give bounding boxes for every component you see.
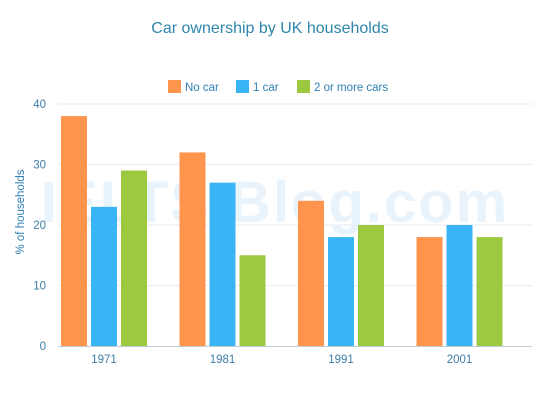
legend-swatch — [168, 80, 181, 93]
bar-2-or-more-cars-1991 — [358, 225, 384, 346]
legend: No car 1 car 2 or more cars — [168, 80, 388, 94]
x-axis-ticks: 1971 1981 1991 2001 — [91, 354, 472, 366]
legend-label: 2 or more cars — [314, 82, 388, 94]
legend-swatch — [236, 80, 249, 93]
y-tick-label: 30 — [33, 160, 46, 172]
y-tick-label: 40 — [33, 99, 46, 111]
y-axis-ticks: 0 10 20 30 40 — [33, 99, 46, 353]
chart-title: Car ownership by UK households — [151, 20, 388, 37]
legend-label: No car — [185, 82, 219, 94]
bar-2-or-more-cars-2001 — [476, 237, 503, 346]
bar-no-car-1971 — [61, 116, 87, 346]
bar-no-car-2001 — [416, 237, 443, 346]
y-tick-label: 20 — [33, 220, 46, 232]
bar-1-car-2001 — [446, 225, 473, 346]
bar-no-car-1991 — [298, 200, 324, 346]
bar-no-car-1981 — [179, 152, 206, 346]
bar-2-or-more-cars-1981 — [239, 255, 266, 346]
watermark: IELTS Blog.com — [41, 170, 509, 235]
bar-1-car-1991 — [328, 237, 354, 346]
y-tick-label: 0 — [40, 341, 46, 353]
x-tick-label: 1991 — [328, 354, 354, 366]
bar-1-car-1971 — [91, 206, 117, 346]
y-axis-title: % of households — [15, 169, 27, 254]
bars-group — [61, 116, 503, 346]
x-tick-label: 1981 — [210, 354, 236, 366]
bar-2-or-more-cars-1971 — [121, 170, 147, 346]
x-tick-label: 2001 — [447, 354, 473, 366]
legend-label: 1 car — [253, 82, 279, 94]
x-tick-label: 1971 — [91, 354, 117, 366]
legend-swatch — [297, 80, 310, 93]
bar-1-car-1981 — [209, 182, 236, 346]
y-tick-label: 10 — [33, 281, 46, 293]
